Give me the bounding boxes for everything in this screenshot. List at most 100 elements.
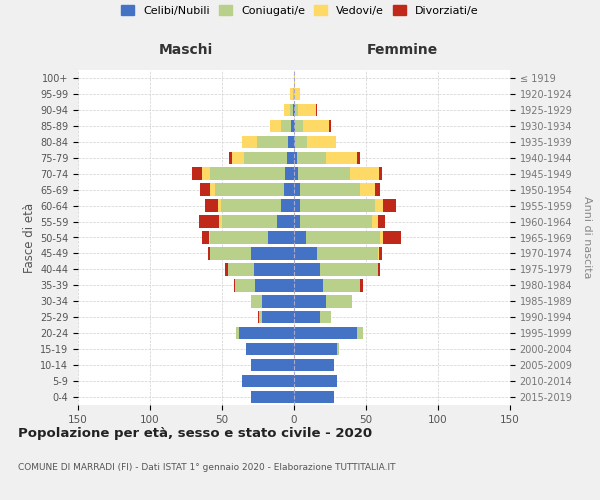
Bar (262, 295, 294, 308)
Bar (298, 168, 350, 180)
Bar (360, 184, 374, 196)
Bar (242, 136, 257, 148)
Bar (208, 247, 211, 260)
Bar (294, 279, 323, 291)
Bar (294, 168, 298, 180)
Bar (269, 120, 281, 132)
Bar (258, 311, 259, 324)
Bar (251, 359, 294, 372)
Bar (300, 216, 372, 228)
Bar (326, 295, 352, 308)
Legend: Celibi/Nubili, Coniugati/e, Vedovi/e, Divorziati/e: Celibi/Nubili, Coniugati/e, Vedovi/e, Di… (117, 0, 483, 20)
Bar (320, 311, 331, 324)
Bar (294, 152, 297, 164)
Bar (320, 263, 377, 276)
Bar (294, 88, 300, 100)
Bar (326, 152, 358, 164)
Bar (377, 247, 379, 260)
Bar (259, 311, 262, 324)
Bar (358, 327, 363, 340)
Bar (294, 375, 337, 388)
Bar (350, 168, 379, 180)
Bar (205, 200, 218, 212)
Bar (244, 152, 287, 164)
Bar (286, 168, 294, 180)
Bar (294, 120, 295, 132)
Bar (317, 247, 377, 260)
Bar (284, 104, 290, 116)
Bar (360, 279, 363, 291)
Bar (225, 263, 228, 276)
Bar (295, 136, 307, 148)
Text: Femmine: Femmine (367, 42, 437, 56)
Bar (300, 200, 374, 212)
Bar (229, 152, 232, 164)
Bar (192, 168, 202, 180)
Text: Maschi: Maschi (159, 42, 213, 56)
Bar (379, 168, 382, 180)
Bar (294, 343, 337, 355)
Y-axis label: Fasce di età: Fasce di età (23, 202, 36, 272)
Bar (297, 152, 326, 164)
Bar (247, 343, 294, 355)
Bar (232, 152, 244, 164)
Bar (379, 247, 382, 260)
Bar (219, 216, 222, 228)
Bar (211, 168, 286, 180)
Bar (307, 136, 336, 148)
Bar (288, 136, 294, 148)
Bar (215, 184, 284, 196)
Bar (294, 295, 326, 308)
Bar (380, 232, 383, 243)
Bar (211, 184, 215, 196)
Bar (300, 184, 360, 196)
Bar (293, 88, 294, 100)
Bar (254, 263, 294, 276)
Bar (287, 152, 294, 164)
Bar (211, 247, 251, 260)
Bar (262, 311, 294, 324)
Bar (291, 120, 294, 132)
Bar (294, 216, 300, 228)
Bar (294, 232, 305, 243)
Bar (294, 200, 300, 212)
Bar (228, 263, 254, 276)
Bar (294, 247, 317, 260)
Bar (290, 88, 293, 100)
Bar (200, 184, 211, 196)
Bar (294, 391, 334, 403)
Bar (290, 104, 293, 116)
Bar (239, 327, 294, 340)
Bar (251, 391, 294, 403)
Bar (281, 120, 291, 132)
Bar (302, 120, 329, 132)
Bar (298, 104, 316, 116)
Bar (372, 216, 377, 228)
Bar (294, 327, 358, 340)
Bar (268, 232, 294, 243)
Bar (294, 263, 320, 276)
Bar (209, 232, 211, 243)
Bar (374, 184, 380, 196)
Bar (294, 184, 300, 196)
Bar (323, 279, 360, 291)
Bar (358, 152, 360, 164)
Bar (295, 120, 302, 132)
Bar (199, 216, 219, 228)
Bar (233, 279, 235, 291)
Bar (281, 200, 294, 212)
Bar (251, 247, 294, 260)
Bar (295, 104, 298, 116)
Bar (294, 136, 295, 148)
Bar (202, 232, 209, 243)
Bar (294, 359, 334, 372)
Bar (251, 295, 262, 308)
Bar (221, 200, 281, 212)
Text: COMUNE DI MARRADI (FI) - Dati ISTAT 1° gennaio 2020 - Elaborazione TUTTITALIA.IT: COMUNE DI MARRADI (FI) - Dati ISTAT 1° g… (18, 462, 395, 471)
Bar (305, 232, 380, 243)
Bar (235, 279, 255, 291)
Bar (211, 232, 268, 243)
Bar (202, 168, 211, 180)
Bar (284, 184, 294, 196)
Bar (383, 200, 396, 212)
